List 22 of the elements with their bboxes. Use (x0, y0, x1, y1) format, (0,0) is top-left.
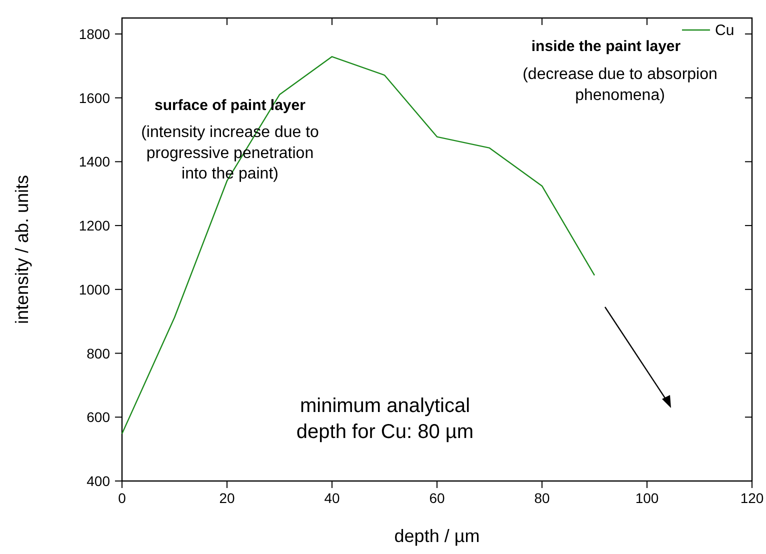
x-tick-label: 40 (324, 490, 340, 506)
y-tick-label: 1800 (78, 26, 110, 42)
annotation: surface of paint layer (154, 97, 306, 114)
annotation: inside the paint layer (531, 38, 681, 55)
y-tick-label: 1000 (78, 281, 110, 298)
x-tick-label: 0 (118, 490, 126, 506)
legend-label: Cu (715, 22, 734, 39)
x-tick-label: 80 (534, 490, 550, 506)
y-axis-title: intensity / ab. units (12, 174, 32, 324)
y-tick-label: 400 (86, 473, 110, 489)
y-tick-label: 1600 (78, 90, 110, 106)
x-tick-label: 100 (635, 490, 659, 506)
annotation: (decrease due to absorpion phenomena) (522, 66, 718, 104)
x-tick-label: 120 (740, 490, 764, 506)
y-tick-label: 1400 (78, 154, 110, 170)
y-tick-label: 800 (86, 345, 110, 362)
annotation: minimum analytical depth for Cu: 80 µm (296, 395, 474, 443)
x-tick-label: 60 (429, 490, 445, 506)
x-tick-label: 20 (219, 490, 235, 506)
y-tick-label: 1200 (78, 218, 110, 234)
x-axis-title: depth / µm (394, 526, 480, 546)
y-tick-label: 600 (86, 409, 110, 426)
